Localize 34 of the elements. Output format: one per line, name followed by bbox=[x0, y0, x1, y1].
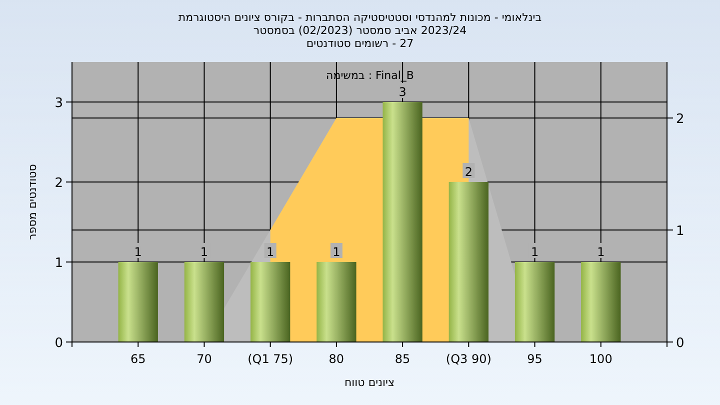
chart-title: היסטוגרמת ציונים בקורס - הסתברות וסטטיסטיקה למהנדסי מכונות - בינלאומי bbox=[178, 11, 542, 24]
bar bbox=[382, 102, 422, 342]
x-tick-label: 95 bbox=[527, 352, 542, 366]
data-label: 1 bbox=[200, 245, 208, 259]
x-tick-label: 70 bbox=[196, 352, 212, 366]
data-label: 3 bbox=[398, 85, 406, 99]
data-label: 1 bbox=[530, 245, 539, 259]
y-tick-label: 0 bbox=[54, 336, 63, 351]
data-label: 2 bbox=[464, 165, 472, 179]
data-label: 1 bbox=[597, 245, 605, 259]
x-tick-label: 100 bbox=[589, 352, 612, 366]
data-label: 1 bbox=[134, 245, 142, 259]
y-tick-label: 1 bbox=[54, 256, 63, 271]
data-label: 1 bbox=[266, 245, 274, 259]
y-tick-label: 3 bbox=[54, 96, 63, 111]
x-tick-label: 85 bbox=[394, 352, 410, 366]
x-tick-label: (Q1 75) bbox=[248, 352, 294, 366]
x-tick-label: 65 bbox=[130, 352, 146, 366]
x-tick-label: 80 bbox=[328, 352, 344, 366]
y2-tick-label: 0 bbox=[676, 336, 684, 351]
x-axis-title: טווח ציונים bbox=[344, 376, 394, 389]
data-label: 1 bbox=[332, 245, 340, 259]
y-axis-title: מספר סטודנטים bbox=[26, 164, 39, 240]
bar bbox=[448, 182, 488, 342]
y2-tick-label: 1 bbox=[676, 224, 684, 239]
y2-tick-label: 2 bbox=[676, 112, 684, 127]
bar bbox=[581, 262, 621, 342]
x-tick-label: (Q3 90) bbox=[446, 352, 492, 366]
bar bbox=[184, 262, 224, 342]
y-tick-label: 2 bbox=[54, 176, 63, 191]
bar bbox=[514, 262, 555, 342]
bar bbox=[118, 262, 158, 342]
bar bbox=[316, 262, 356, 342]
bar bbox=[250, 262, 290, 342]
